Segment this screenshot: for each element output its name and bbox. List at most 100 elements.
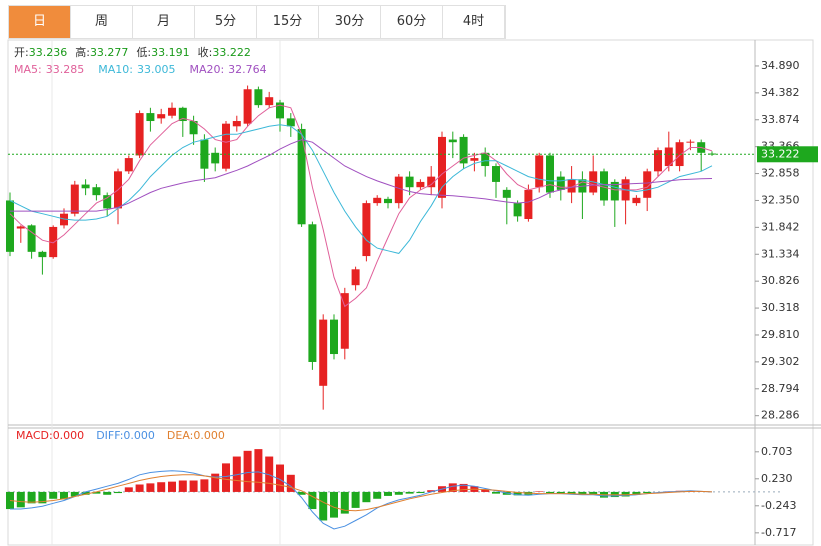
candle-body: [16, 226, 25, 229]
macd-bar: [556, 491, 565, 494]
y-tick-label: -0.717: [761, 526, 796, 539]
candle-body: [319, 319, 328, 386]
period-tab[interactable]: 15分: [257, 6, 319, 38]
macd-bar: [621, 491, 630, 497]
y-tick-label: -0.243: [761, 499, 796, 512]
candle-body: [654, 150, 662, 172]
info-text: 33.236: [29, 46, 68, 59]
macd-bar: [362, 491, 371, 503]
frame: [7, 39, 814, 546]
ma-line: [9, 124, 713, 254]
candle-body: [222, 123, 230, 169]
candle-body: [384, 198, 392, 204]
macd-bar: [297, 491, 306, 495]
y-tick-label: 29.302: [761, 355, 800, 368]
info-text: MA10:: [98, 63, 133, 76]
info-text: 0.000: [123, 429, 155, 442]
macd-bar: [189, 480, 198, 492]
macd-line: [9, 474, 713, 512]
macd-bar: [38, 491, 47, 504]
macd-bar: [60, 491, 68, 500]
macd-bar: [567, 491, 576, 494]
y-tick-label: 33.874: [761, 113, 800, 126]
candle-body: [27, 225, 36, 252]
candle-body: [459, 136, 468, 164]
macd-bar: [265, 456, 274, 492]
macd-bar: [103, 491, 112, 495]
macd-bar: [578, 491, 587, 495]
period-tab[interactable]: 60分: [381, 6, 443, 38]
period-tab[interactable]: 5分: [195, 6, 257, 38]
candle-body: [481, 152, 490, 167]
info-text: 0.000: [53, 429, 85, 442]
candle-body: [70, 184, 79, 214]
macd-bar: [492, 491, 500, 494]
period-tab[interactable]: 4时: [443, 6, 505, 38]
macd-bar: [427, 490, 436, 492]
last-price-label: 33.222: [761, 147, 800, 160]
info-text: MA5:: [14, 63, 42, 76]
info-text: 高:: [75, 45, 90, 59]
y-tick-label: 30.318: [761, 301, 800, 314]
candle-body: [330, 319, 338, 355]
candle-body: [362, 203, 371, 257]
macd-bar: [405, 491, 414, 494]
candle-body: [265, 97, 274, 106]
macd-bar: [589, 491, 598, 495]
period-tab[interactable]: 30分: [319, 6, 381, 38]
macd-bar: [232, 456, 241, 492]
info-text: DIFF:: [96, 429, 123, 442]
period-tab[interactable]: 月: [133, 6, 195, 38]
macd-bar: [211, 473, 220, 492]
candle-body: [405, 176, 414, 188]
macd-bar: [146, 483, 155, 492]
candle-body: [6, 200, 14, 252]
candle-body: [513, 203, 522, 217]
macd-bar: [384, 491, 392, 496]
macd-bar: [81, 491, 90, 495]
candle-body: [92, 187, 101, 196]
candle-body: [502, 189, 511, 198]
candle-body: [394, 176, 403, 204]
period-tab[interactable]: 日: [9, 6, 71, 38]
macd-bar: [49, 491, 58, 499]
candle-body: [276, 102, 284, 119]
candle-body: [297, 128, 306, 225]
candle-body: [351, 269, 360, 286]
macd-bar: [632, 491, 641, 495]
info-text: 33.005: [137, 63, 176, 76]
info-text: 开:: [14, 46, 29, 59]
macd-bar: [92, 491, 101, 494]
macd-bar: [135, 484, 144, 492]
candle-body: [373, 197, 382, 204]
info-text: DEA:: [167, 429, 193, 442]
macd-bar: [351, 491, 360, 508]
macd-bar: [157, 482, 166, 492]
candle-body: [470, 158, 479, 161]
candle-body: [189, 121, 198, 135]
macd-bar: [546, 491, 554, 494]
info-text: 0.000: [193, 429, 225, 442]
candle-body: [686, 141, 695, 143]
y-tick-label: 34.382: [761, 86, 800, 99]
macd-bar: [643, 491, 652, 494]
candle-body: [427, 176, 436, 188]
macd-line: [10, 470, 713, 530]
macd-bar: [394, 491, 403, 495]
candle-body: [567, 179, 576, 193]
candle-body: [232, 121, 241, 127]
info-text: 低:: [136, 46, 151, 59]
period-tab[interactable]: 周: [71, 6, 133, 38]
macd-bar: [459, 483, 468, 492]
macd-bar: [319, 491, 328, 521]
candle-body: [135, 113, 144, 156]
y-tick-label: 32.350: [761, 193, 800, 206]
macd-bar: [535, 491, 544, 492]
last-price-box: [757, 146, 818, 163]
candle-body: [492, 166, 500, 182]
candle-body: [600, 171, 608, 201]
macd-bar: [416, 491, 425, 494]
macd-bar: [168, 481, 176, 492]
macd-bar: [114, 491, 122, 494]
macd-bar: [330, 491, 338, 518]
